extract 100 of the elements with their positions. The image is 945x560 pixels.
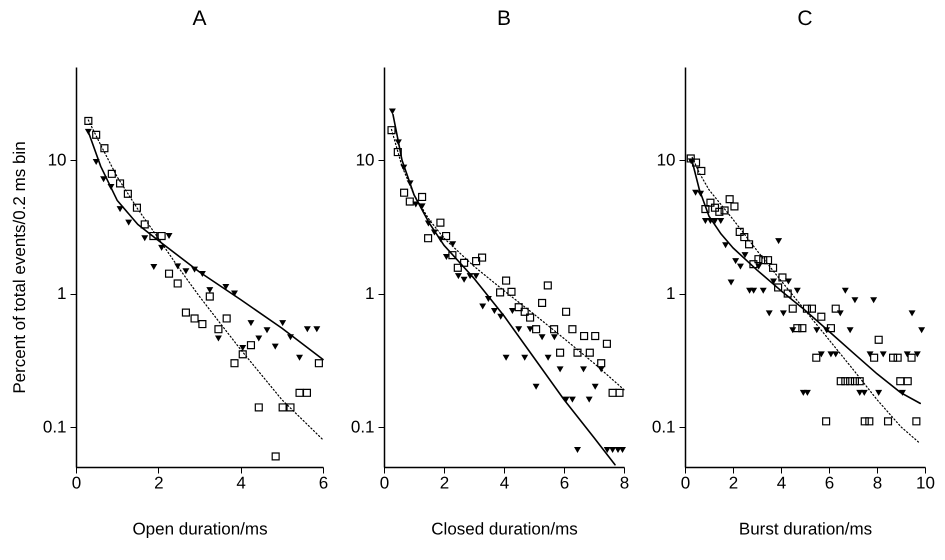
point: [295, 388, 304, 397]
point: [896, 377, 904, 386]
point: [436, 218, 444, 227]
point: [544, 354, 552, 361]
point: [406, 197, 414, 206]
point: [778, 273, 787, 282]
point: [272, 344, 279, 350]
point: [766, 310, 773, 316]
point: [728, 279, 735, 286]
point: [406, 180, 414, 186]
point: [710, 204, 720, 212]
point: [454, 264, 462, 272]
point: [836, 310, 844, 316]
point: [550, 325, 558, 334]
point: [918, 327, 926, 334]
y-tick-label: 1: [666, 284, 676, 304]
point: [538, 334, 546, 340]
point: [874, 336, 883, 344]
x-tick-label: 0: [72, 474, 82, 492]
point: [562, 396, 570, 403]
point: [437, 236, 444, 242]
point: [860, 417, 869, 426]
x-tick-label: 10: [916, 474, 935, 492]
point: [198, 320, 206, 328]
point: [84, 128, 92, 135]
point: [832, 351, 840, 358]
point: [296, 354, 303, 361]
point: [562, 308, 570, 316]
point: [597, 359, 606, 368]
point: [313, 326, 320, 332]
point: [191, 266, 198, 273]
point: [780, 310, 787, 316]
point: [442, 232, 450, 240]
point: [712, 218, 718, 224]
point: [174, 263, 182, 270]
y-tick-label: 0.1: [652, 417, 676, 436]
point: [526, 314, 534, 322]
point: [164, 270, 174, 278]
point: [448, 251, 456, 260]
point: [150, 264, 158, 270]
x-axis-title: Open duration/ms: [132, 520, 268, 538]
point: [598, 366, 605, 372]
point: [904, 351, 911, 358]
point: [239, 345, 246, 352]
point: [116, 179, 124, 188]
point: [556, 366, 564, 372]
point: [817, 312, 826, 321]
point: [158, 244, 166, 251]
point: [789, 327, 796, 334]
point: [904, 377, 912, 386]
point: [764, 256, 772, 264]
point: [460, 258, 468, 267]
point: [865, 417, 874, 426]
point: [412, 202, 420, 208]
chart-title: B: [496, 7, 512, 30]
y-tick-label: 10: [356, 150, 374, 170]
point: [520, 308, 529, 316]
point: [550, 334, 558, 340]
point: [538, 298, 546, 308]
point: [100, 144, 108, 152]
point: [717, 218, 724, 224]
x-tick-label: 2: [440, 474, 450, 492]
point: [619, 447, 626, 454]
point: [880, 351, 887, 358]
point: [574, 447, 581, 454]
point: [532, 325, 540, 334]
point: [812, 354, 820, 362]
point: [100, 176, 108, 182]
point: [490, 308, 498, 314]
point: [822, 417, 830, 426]
point: [802, 304, 811, 313]
point: [592, 384, 599, 390]
point: [914, 351, 921, 358]
point: [279, 320, 286, 326]
point: [108, 184, 114, 190]
x-tick-label: 8: [620, 474, 630, 492]
point: [715, 208, 724, 216]
x-tick-label: 6: [824, 474, 834, 492]
point: [568, 325, 576, 334]
y-tick-label: 0.1: [350, 417, 374, 436]
point: [246, 341, 256, 350]
point: [745, 240, 754, 248]
point: [836, 377, 845, 386]
point: [182, 308, 190, 317]
point: [479, 303, 486, 310]
y-tick-label: 0.1: [42, 417, 66, 436]
x-tick-label: 6: [318, 474, 328, 492]
point: [784, 278, 792, 285]
point: [92, 130, 100, 139]
point: [304, 326, 311, 332]
point: [526, 326, 534, 332]
point: [472, 257, 480, 266]
point: [740, 233, 748, 242]
point: [264, 327, 270, 334]
x-tick-label: 0: [380, 474, 390, 492]
y-axis-title: Percent of total events/0.2 ms bin: [10, 141, 29, 394]
point: [230, 359, 239, 368]
point: [856, 377, 864, 386]
point: [720, 206, 729, 214]
x-tick-label: 2: [154, 474, 164, 492]
